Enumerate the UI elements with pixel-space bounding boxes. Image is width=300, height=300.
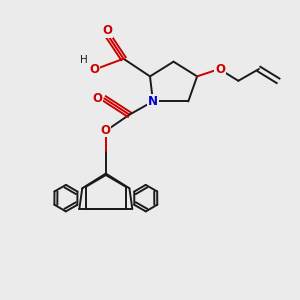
Text: O: O [92,92,102,105]
Text: O: O [102,24,112,37]
Text: O: O [215,62,225,76]
Text: O: O [101,124,111,137]
Text: N: N [148,95,158,108]
Text: H: H [80,55,88,65]
Text: O: O [89,62,99,76]
